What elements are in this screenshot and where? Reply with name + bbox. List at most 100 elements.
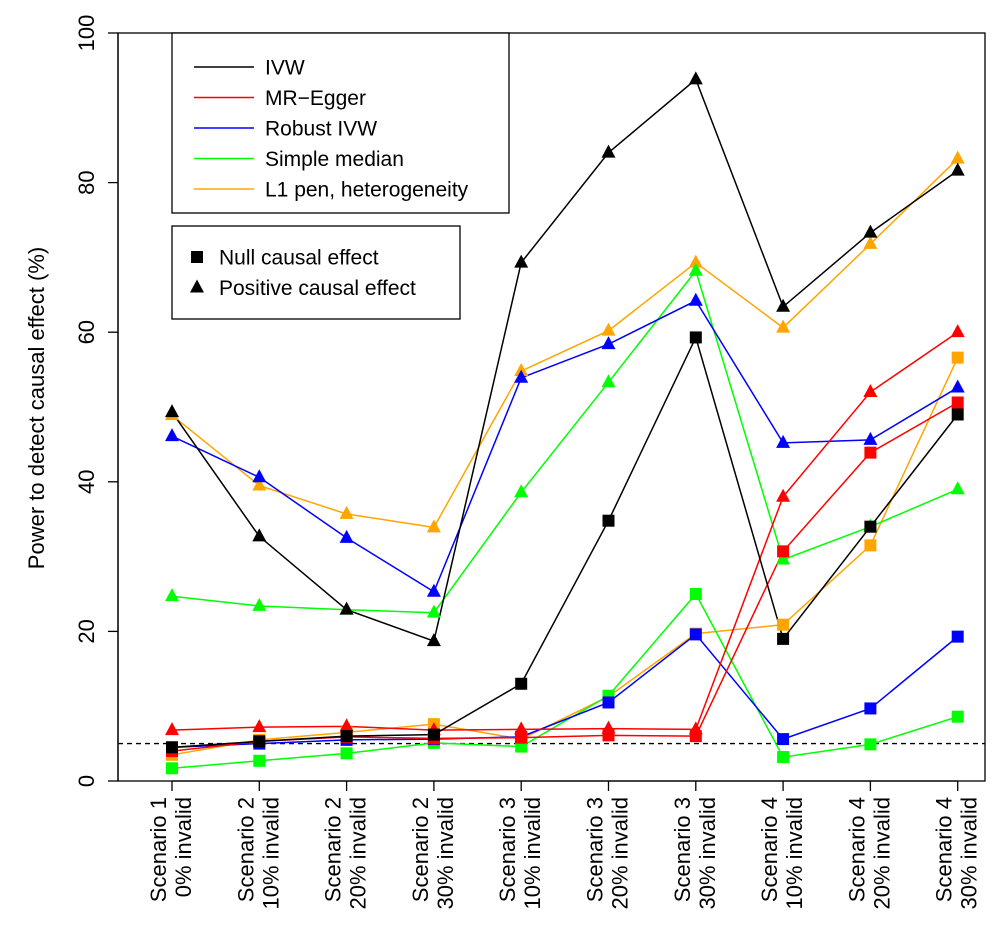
series-line-null [171, 633, 959, 749]
data-point-triangle [339, 718, 354, 732]
data-point-square [427, 728, 440, 741]
x-tick-label-line2: 20% invalid [869, 797, 894, 910]
data-point-square [864, 738, 877, 751]
data-point-square [166, 741, 178, 754]
data-point-square [864, 520, 877, 533]
series-line-positive [171, 78, 959, 643]
data-point-square [253, 735, 266, 748]
x-tick-label-line1: Scenario 4 [932, 797, 957, 902]
data-point-square [951, 351, 964, 364]
y-tick-label: 40 [74, 470, 99, 494]
data-point-triangle [339, 505, 354, 519]
x-tick-label-line1: Scenario 3 [583, 797, 608, 902]
data-point-triangle [165, 404, 179, 418]
x-tick-label-line1: Scenario 3 [495, 797, 520, 902]
data-point-triangle [426, 604, 441, 618]
data-point-triangle [950, 324, 965, 338]
data-point-triangle [776, 434, 791, 448]
series-line-positive [171, 158, 959, 529]
data-point-triangle [863, 431, 878, 445]
data-point-triangle [514, 369, 529, 383]
data-point-triangle [776, 298, 791, 312]
data-point-triangle [863, 235, 878, 249]
data-point-square [166, 762, 178, 775]
data-point-triangle [252, 719, 267, 733]
data-point-triangle [514, 363, 529, 377]
data-point-triangle [514, 721, 529, 735]
data-point-triangle [165, 588, 179, 602]
data-point-triangle [426, 583, 441, 597]
x-tick-label-line2: 30% invalid [695, 797, 720, 910]
legend-label: Null causal effect [219, 247, 379, 270]
data-point-triangle [514, 254, 529, 268]
x-tick-label-line2: 10% invalid [520, 797, 545, 910]
x-tick-label-line2: 0% invalid [171, 797, 196, 897]
y-tick-label: 60 [74, 320, 99, 344]
data-point-triangle [950, 150, 965, 164]
data-point-triangle [252, 597, 267, 611]
x-tick-label-line1: Scenario 4 [757, 797, 782, 902]
data-point-triangle [165, 722, 179, 736]
x-tick-label-line1: Scenario 3 [670, 797, 695, 902]
data-point-square [951, 630, 964, 643]
legend-label: Simple median [265, 148, 404, 171]
data-point-square [602, 729, 615, 742]
data-point-square [951, 408, 964, 421]
axes: 0 20 40 60 80 100 Scenario 1 0% invalid Scenario… [74, 15, 986, 910]
data-point-triangle [252, 528, 267, 542]
data-point-triangle [863, 383, 878, 397]
data-point-triangle [601, 144, 616, 158]
x-tick-label-line2: 20% invalid [346, 797, 371, 910]
data-point-square [689, 628, 702, 641]
legend-label: MR−Egger [265, 87, 366, 110]
data-point-triangle [688, 71, 703, 85]
data-point-triangle [950, 379, 965, 393]
data-point-square [777, 545, 790, 558]
series-line-positive [171, 331, 959, 731]
x-tick-label-line2: 20% invalid [608, 797, 633, 910]
series-line-null [171, 357, 959, 756]
data-point-triangle [950, 481, 965, 495]
series-group [165, 71, 965, 775]
data-point-triangle [688, 254, 703, 268]
legend-label: IVW [265, 57, 305, 80]
data-point-triangle [426, 633, 441, 647]
data-point-square [864, 539, 877, 552]
x-tick-label-line2: 30% invalid [957, 797, 982, 910]
x-tick-label-line1: Scenario 1 [146, 797, 171, 902]
data-point-triangle [776, 551, 791, 565]
y-tick-label: 20 [74, 619, 99, 643]
series-line-positive [171, 299, 959, 593]
x-tick-label-line1: Scenario 4 [844, 797, 869, 902]
data-point-triangle [601, 336, 616, 350]
data-point-square [340, 747, 353, 760]
data-point-square [515, 677, 528, 690]
y-axis-label: Power to detect causal effect (%) [24, 247, 49, 569]
data-point-square [340, 730, 353, 743]
data-point-square [777, 751, 790, 764]
data-point-triangle [950, 162, 965, 176]
data-point-triangle [776, 488, 791, 502]
x-tick-label-line2: 10% invalid [258, 797, 283, 910]
data-point-triangle [514, 484, 529, 498]
data-point-square [689, 730, 702, 743]
data-point-square [515, 731, 528, 744]
data-point-square [864, 446, 877, 459]
legend-label: L1 pen, heterogeneity [265, 179, 469, 202]
x-tick-label-line1: Scenario 2 [321, 797, 346, 902]
method-legend-box [171, 32, 510, 214]
legends: IVW MR−Egger Robust IVW Simple median L1 pen… [171, 32, 510, 320]
series-line-positive [171, 269, 958, 614]
series-line-null [171, 335, 959, 749]
data-point-triangle [339, 529, 354, 543]
data-point-triangle [601, 374, 616, 388]
data-point-square [689, 588, 702, 600]
data-point-triangle [601, 322, 616, 336]
data-point-square [253, 754, 266, 767]
x-tick-label-line1: Scenario 2 [233, 797, 258, 902]
data-point-triangle [252, 469, 267, 483]
data-point-square [951, 396, 964, 409]
shape-legend-box [171, 225, 461, 320]
